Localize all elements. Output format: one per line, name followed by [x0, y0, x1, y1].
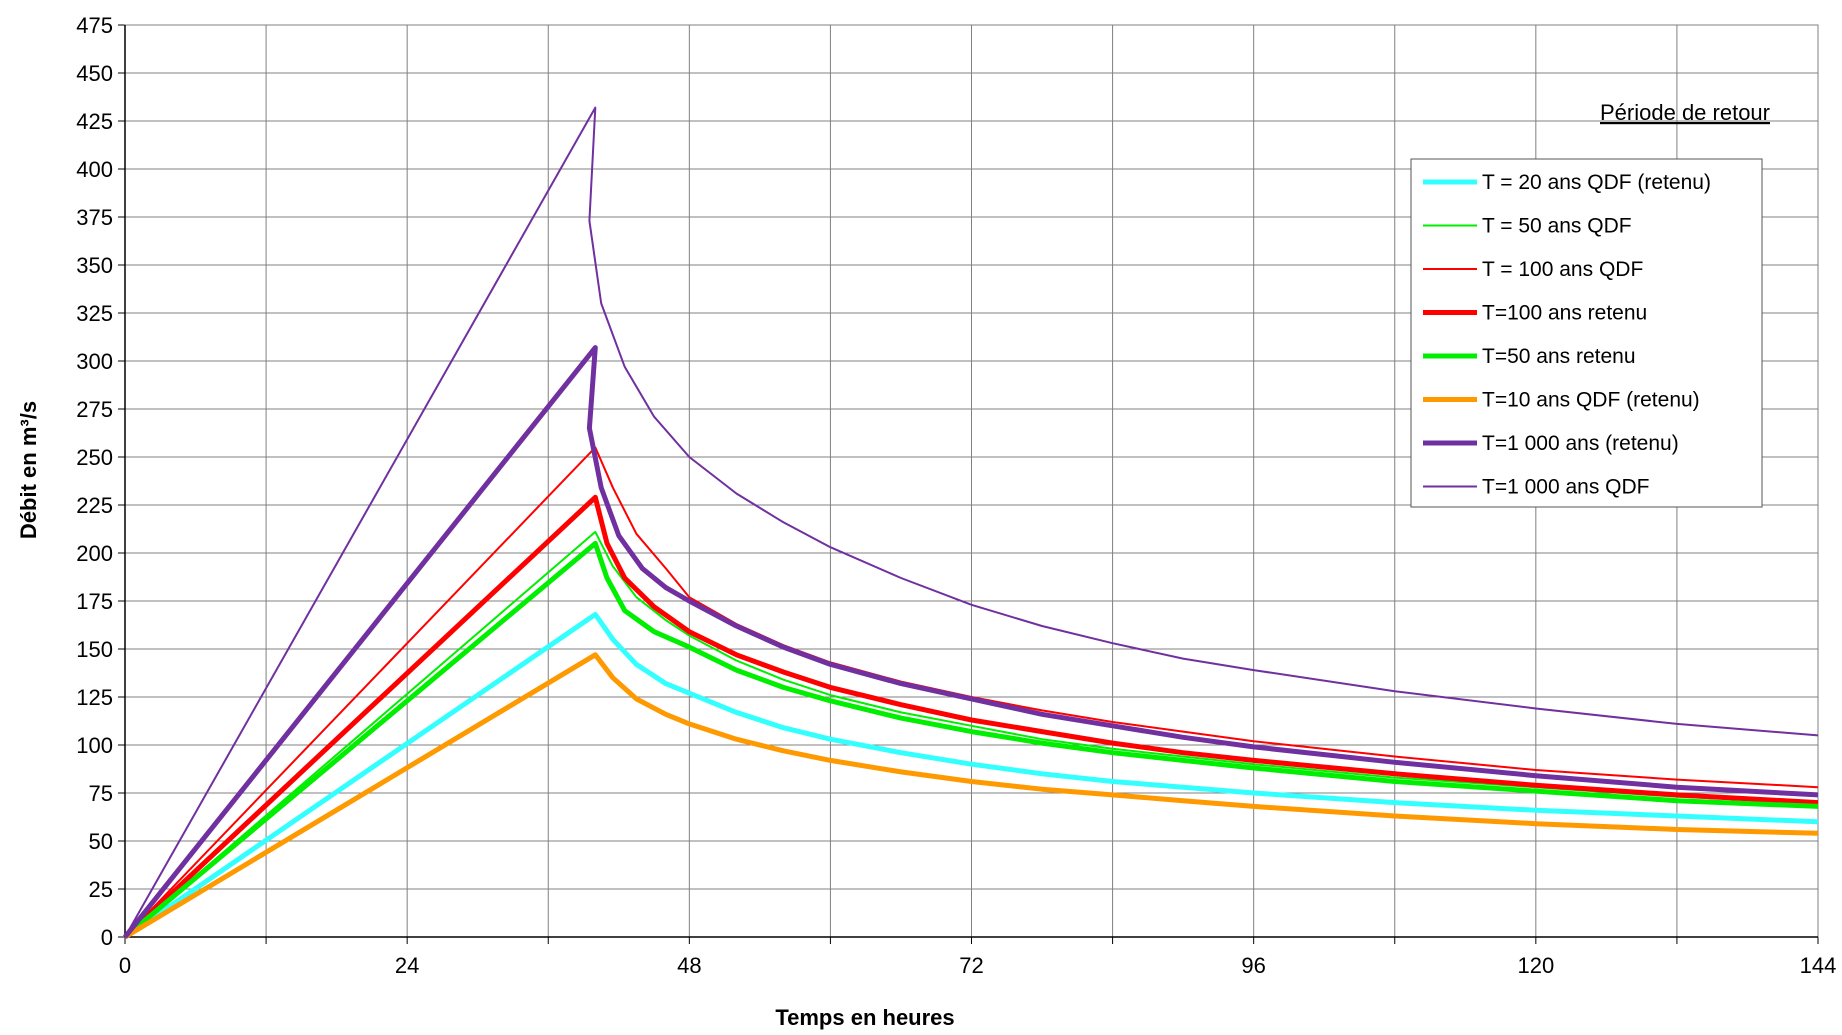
x-tick-label: 72	[959, 953, 983, 978]
legend-label-7: T=1 000 ans (retenu)	[1482, 432, 1679, 455]
series-line-2	[124, 530, 1819, 938]
y-axis-title: Débit en m³/s	[16, 401, 41, 539]
y-tick-label: 350	[76, 253, 113, 278]
series-line-6	[123, 652, 1819, 940]
y-tick-label: 200	[76, 541, 113, 566]
y-tick-label: 100	[76, 733, 113, 758]
y-tick-label: 25	[89, 877, 113, 902]
legend-label-6: T=10 ans QDF (retenu)	[1482, 389, 1700, 412]
y-tick-label: 300	[76, 349, 113, 374]
legend-label-2: T = 50 ans QDF	[1482, 215, 1632, 238]
series-line-5	[123, 540, 1819, 939]
y-tick-label: 375	[76, 205, 113, 230]
legend-label-8: T=1 000 ans QDF	[1482, 476, 1650, 499]
y-tick-label: 425	[76, 109, 113, 134]
y-tick-label: 75	[89, 781, 113, 806]
axes	[118, 24, 1819, 944]
series-line-1	[123, 611, 1819, 940]
series-line-8	[124, 106, 1819, 938]
x-tick-label: 24	[395, 953, 419, 978]
y-tick-label: 125	[76, 685, 113, 710]
y-tick-label: 225	[76, 493, 113, 518]
legend-label-5: T=50 ans retenu	[1482, 345, 1636, 368]
x-tick-label: 48	[677, 953, 701, 978]
legend-label-3: T = 100 ans QDF	[1482, 258, 1643, 281]
y-tick-label: 475	[76, 13, 113, 38]
y-tick-label: 0	[101, 925, 113, 950]
y-tick-label: 50	[89, 829, 113, 854]
series-lines	[123, 106, 1819, 940]
y-tick-label: 275	[76, 397, 113, 422]
legend-label-4: T=100 ans retenu	[1482, 302, 1647, 325]
y-tick-label: 450	[76, 61, 113, 86]
y-tick-label: 325	[76, 301, 113, 326]
x-tick-label: 144	[1800, 953, 1837, 978]
y-tick-label: 175	[76, 589, 113, 614]
series-line-7	[123, 345, 1819, 939]
y-tick-label: 150	[76, 637, 113, 662]
series-line-4	[123, 494, 1819, 939]
x-tick-label: 120	[1517, 953, 1554, 978]
y-tick-label: 250	[76, 445, 113, 470]
x-tick-label: 96	[1241, 953, 1265, 978]
legend-box	[1410, 158, 1763, 508]
legend-label-1: T = 20 ans QDF (retenu)	[1482, 171, 1711, 194]
tick-labels: 0 25 50 75 100 125 150 175 200 225 250 275 300 325 350…	[76, 13, 1836, 978]
x-axis-title: Temps en heures	[775, 1005, 954, 1030]
x-tick-label: 0	[119, 953, 131, 978]
legend: T = 20 ans QDF (retenu) T = 50 ans QDF T =…	[1410, 158, 1763, 508]
y-tick-label: 400	[76, 157, 113, 182]
legend-title: Période de retour	[1600, 100, 1770, 125]
